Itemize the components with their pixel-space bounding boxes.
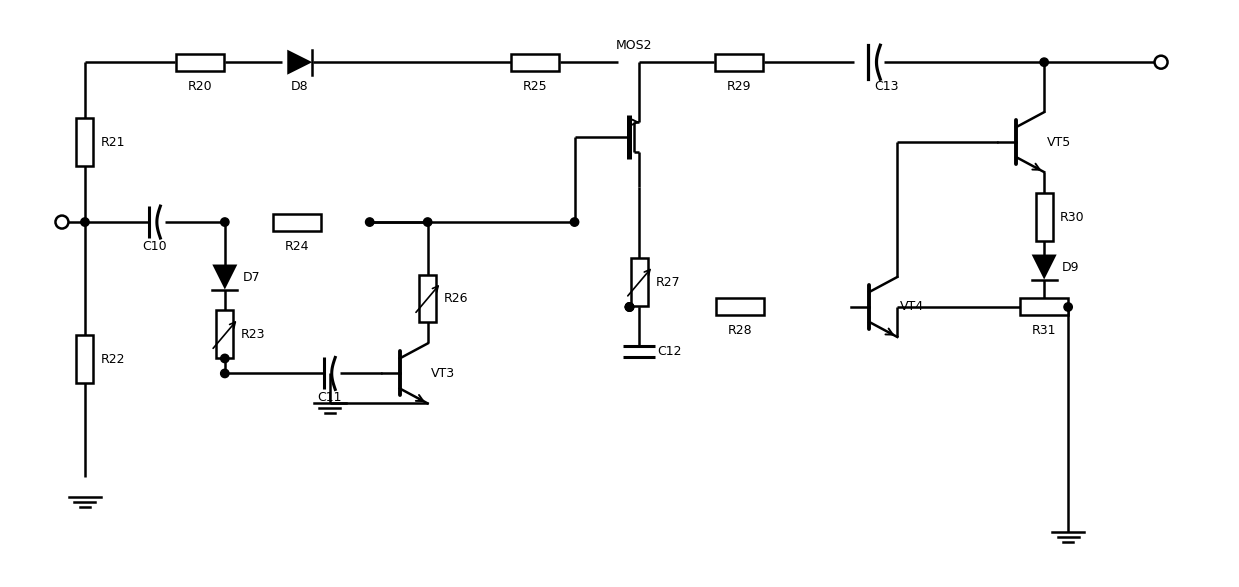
Text: D9: D9 bbox=[1062, 261, 1079, 274]
Bar bbox=[716, 299, 764, 315]
Circle shape bbox=[626, 303, 633, 311]
Text: R21: R21 bbox=[100, 136, 125, 149]
Bar bbox=[1020, 299, 1068, 315]
Text: VT4: VT4 bbox=[901, 301, 924, 313]
Text: R25: R25 bbox=[523, 80, 546, 93]
Text: C10: C10 bbox=[142, 239, 167, 252]
Bar bbox=[274, 214, 321, 231]
Circle shape bbox=[221, 369, 229, 377]
Text: R29: R29 bbox=[727, 80, 752, 93]
Text: C11: C11 bbox=[317, 391, 342, 404]
Circle shape bbox=[1155, 56, 1167, 69]
Circle shape bbox=[1040, 58, 1048, 66]
Circle shape bbox=[81, 218, 89, 226]
Circle shape bbox=[56, 215, 68, 228]
Circle shape bbox=[626, 303, 633, 311]
Circle shape bbox=[221, 354, 229, 363]
Polygon shape bbox=[1032, 255, 1057, 279]
Text: D8: D8 bbox=[291, 80, 309, 93]
Bar bbox=[510, 53, 559, 70]
Polygon shape bbox=[212, 265, 238, 289]
Bar bbox=[217, 311, 233, 359]
Bar bbox=[176, 53, 224, 70]
Text: R27: R27 bbox=[655, 275, 680, 288]
Text: MOS2: MOS2 bbox=[616, 39, 653, 52]
Text: VT5: VT5 bbox=[1047, 136, 1072, 149]
Bar bbox=[1036, 193, 1053, 241]
Text: R22: R22 bbox=[100, 353, 125, 366]
Text: C13: C13 bbox=[873, 80, 898, 93]
Bar bbox=[77, 118, 93, 166]
Bar bbox=[715, 53, 763, 70]
Circle shape bbox=[366, 218, 374, 226]
Text: R24: R24 bbox=[285, 239, 310, 252]
Text: R20: R20 bbox=[187, 80, 212, 93]
Text: VT3: VT3 bbox=[431, 367, 455, 380]
Text: R28: R28 bbox=[729, 325, 753, 338]
Bar bbox=[631, 258, 648, 306]
Circle shape bbox=[221, 218, 229, 226]
Circle shape bbox=[424, 218, 432, 226]
Bar bbox=[77, 335, 93, 383]
Text: C12: C12 bbox=[658, 346, 681, 359]
Text: R30: R30 bbox=[1061, 211, 1085, 224]
Text: R31: R31 bbox=[1032, 325, 1057, 338]
Circle shape bbox=[570, 218, 579, 226]
Circle shape bbox=[1064, 303, 1072, 311]
Text: R26: R26 bbox=[444, 292, 468, 305]
Text: D7: D7 bbox=[243, 271, 260, 284]
Polygon shape bbox=[287, 50, 312, 75]
Bar bbox=[419, 275, 436, 322]
Circle shape bbox=[626, 303, 633, 311]
Text: R23: R23 bbox=[240, 328, 265, 341]
